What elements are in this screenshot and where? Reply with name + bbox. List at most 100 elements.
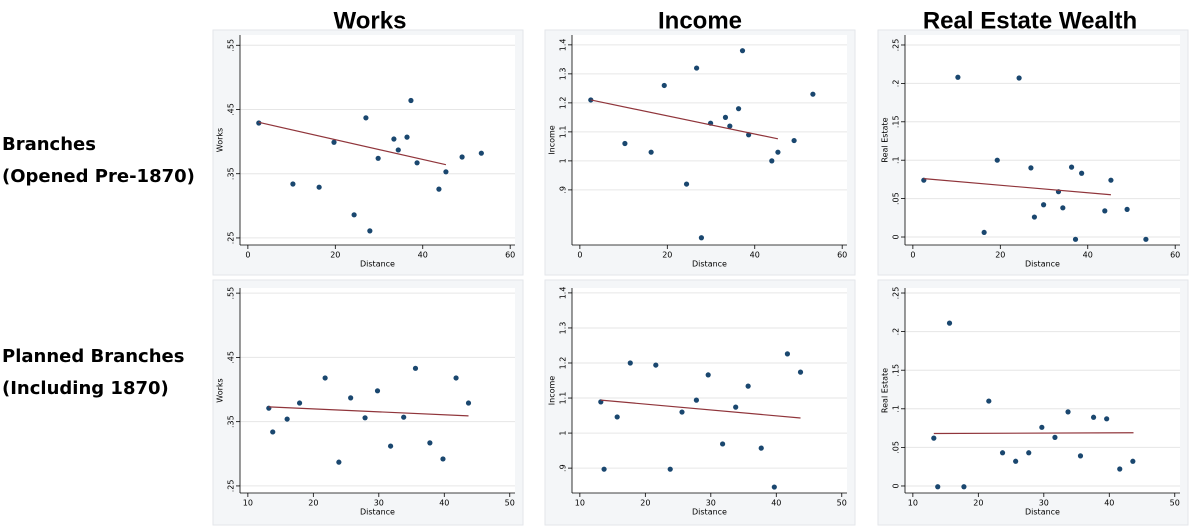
point (1013, 458, 1019, 464)
point (1052, 434, 1058, 440)
point (810, 91, 816, 97)
y-tick-label: .05 (892, 192, 901, 205)
x-tick-label: 30 (706, 499, 716, 508)
x-tick-label: 60 (837, 251, 847, 260)
point (256, 120, 262, 126)
x-tick-label: 50 (505, 499, 515, 508)
y-tick-label: 1.2 (559, 357, 568, 370)
y-tick-label: 0 (892, 483, 901, 488)
y-tick-label: .2 (892, 80, 901, 88)
fit-line (923, 178, 1111, 196)
point (1039, 424, 1045, 430)
point (1102, 208, 1108, 214)
x-tick-label: 40 (1083, 251, 1093, 260)
row-label: Planned Branches (2, 346, 184, 367)
y-tick-label: 1 (559, 158, 568, 163)
y-tick-label: 1.2 (559, 97, 568, 110)
point (705, 372, 711, 378)
point (408, 97, 414, 104)
point (693, 397, 700, 403)
point (775, 149, 781, 155)
point (440, 456, 446, 462)
y-axis-title: Income (548, 376, 557, 406)
point (769, 158, 775, 164)
x-tick-label: 20 (640, 499, 650, 508)
point (1028, 165, 1034, 171)
x-tick-label: 50 (1170, 499, 1180, 508)
point (1026, 450, 1032, 456)
point (1060, 205, 1066, 211)
point (322, 375, 328, 381)
point (351, 212, 357, 218)
point (1040, 202, 1047, 208)
point (661, 82, 667, 89)
x-tick-label: 20 (995, 251, 1005, 260)
x-tick-label: 20 (973, 499, 983, 508)
point (387, 443, 394, 449)
x-tick-label: 30 (1039, 499, 1049, 508)
point (1072, 236, 1079, 242)
point (391, 136, 397, 142)
point (395, 147, 401, 153)
point (784, 351, 791, 357)
x-axis-title: Distance (360, 508, 395, 517)
plot-area (905, 288, 1180, 493)
y-axis-title: Works (216, 128, 225, 152)
y-tick-label: .25 (227, 480, 236, 493)
point (1068, 164, 1075, 170)
point (414, 160, 420, 166)
point (771, 484, 777, 490)
point (284, 416, 290, 422)
x-tick-label: 60 (1170, 251, 1180, 260)
point (758, 445, 764, 451)
point (1031, 214, 1038, 220)
x-tick-label: 40 (771, 499, 781, 508)
point (1124, 206, 1130, 212)
y-axis-title: Income (548, 125, 557, 155)
point (336, 459, 342, 465)
row-label: (Including 1870) (2, 378, 169, 399)
point (1130, 458, 1136, 464)
y-axis-title: Works (216, 378, 225, 402)
y-tick-label: .55 (227, 39, 236, 52)
y-axis-title: Real Estate (881, 117, 890, 162)
point (363, 115, 369, 121)
x-tick-label: 40 (439, 499, 449, 508)
x-tick-label: 0 (910, 251, 915, 260)
y-tick-label: .25 (892, 39, 901, 52)
x-tick-label: 60 (505, 251, 515, 260)
point (296, 400, 303, 406)
point (1079, 170, 1085, 176)
point (733, 404, 739, 410)
point (290, 181, 296, 187)
y-axis-title: Real Estate (881, 368, 890, 413)
x-axis-title: Distance (692, 508, 727, 517)
plot-area (572, 35, 847, 245)
point (443, 169, 449, 175)
point (1108, 177, 1114, 183)
y-tick-label: .9 (559, 186, 568, 194)
x-tick-label: 10 (243, 499, 253, 508)
point (727, 123, 733, 129)
point (404, 134, 410, 140)
x-tick-label: 20 (662, 251, 672, 260)
point (348, 395, 354, 401)
fit-line (268, 406, 469, 417)
y-tick-label: 1.3 (559, 322, 568, 335)
x-tick-label: 30 (374, 499, 384, 508)
x-axis-title: Distance (692, 260, 727, 269)
fit-line (933, 432, 1134, 435)
y-tick-label: .15 (892, 115, 901, 128)
plot-area (905, 35, 1180, 245)
point (622, 140, 628, 147)
point (981, 229, 987, 236)
y-tick-label: 1.4 (559, 287, 568, 300)
fit-line (590, 99, 779, 140)
point (412, 365, 419, 371)
point (955, 74, 961, 80)
y-tick-label: 0 (892, 234, 901, 239)
point (459, 154, 465, 160)
y-tick-label: .35 (227, 167, 236, 180)
fit-line (258, 121, 447, 166)
point (367, 228, 373, 234)
